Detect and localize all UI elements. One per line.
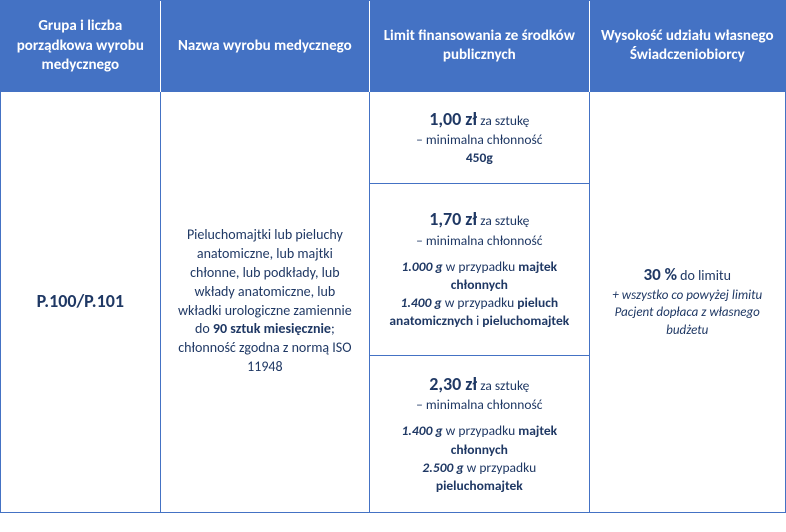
limit-tier-3: 2,30 zł za sztukę – minimalna chłonność … bbox=[370, 356, 588, 512]
header-group: Grupa i liczba porządkowa wyrobu medyczn… bbox=[1, 1, 161, 92]
limit-tier-2: 1,70 zł za sztukę – minimalna chłonność … bbox=[370, 184, 588, 356]
price-2: 1,70 zł bbox=[429, 208, 477, 230]
limit-tier-1: 1,00 zł za sztukę – minimalna chłonność … bbox=[370, 92, 588, 184]
share-note: + wszystko co powyżej limitu Pacjent dop… bbox=[602, 287, 774, 340]
d2-1-rest: w przypadku bbox=[443, 258, 519, 275]
cell-share: 30 % do limitu + wszystko co powyżej lim… bbox=[590, 92, 786, 512]
pricing-table: Grupa i liczba porządkowa wyrobu medyczn… bbox=[0, 0, 786, 513]
d2-2-and: i bbox=[473, 312, 482, 329]
absorb-text-2: – minimalna chłonność bbox=[416, 232, 542, 250]
d3-2-rest: w przypadku bbox=[464, 459, 537, 476]
d2-2-item2: pieluchomajtek bbox=[482, 312, 569, 329]
table-header: Grupa i liczba porządkowa wyrobu medyczn… bbox=[1, 1, 785, 92]
d2-1-bold: 1.000 g bbox=[401, 258, 442, 275]
price-3: 2,30 zł bbox=[429, 373, 477, 395]
cell-product: Pieluchomajtki lub pieluchy anatomiczne,… bbox=[161, 92, 370, 512]
d3-1-rest: w przypadku bbox=[443, 422, 519, 439]
share-rest: do limitu bbox=[677, 267, 731, 284]
table-row: P.100/P.101 Pieluchomajtki lub pieluchy … bbox=[1, 92, 785, 512]
d2-2-bold: 1.400 g bbox=[400, 294, 441, 311]
share-percent: 30 % bbox=[644, 264, 677, 285]
desc-bold: 90 sztuk miesięcznie bbox=[213, 320, 331, 337]
d2-2-rest: w przypadku bbox=[442, 294, 518, 311]
product-description: Pieluchomajtki lub pieluchy anatomiczne,… bbox=[173, 226, 357, 377]
d3-2-item: pieluchomajtek bbox=[436, 477, 523, 494]
per-3: za sztukę bbox=[477, 377, 529, 394]
product-code: P.100/P.101 bbox=[37, 289, 124, 313]
absorb-text-1: – minimalna chłonność bbox=[416, 131, 542, 149]
d3-1-bold: 1.400 g bbox=[401, 422, 442, 439]
absorb-value-1: 450g bbox=[466, 149, 493, 167]
cell-limits: 1,00 zł za sztukę – minimalna chłonność … bbox=[370, 92, 589, 512]
cell-code: P.100/P.101 bbox=[1, 92, 161, 512]
per-2: za sztukę bbox=[477, 212, 529, 229]
price-1: 1,00 zł bbox=[429, 108, 477, 130]
absorb-text-3: – minimalna chłonność bbox=[416, 396, 542, 414]
d3-2-bold: 2.500 g bbox=[422, 459, 463, 476]
per-1: za sztukę bbox=[477, 112, 529, 129]
header-share: Wysokość udziału własnego Świadczeniobio… bbox=[590, 1, 786, 92]
header-product: Nazwa wyrobu medycznego bbox=[161, 1, 370, 92]
header-limit: Limit finansowania ze środków publicznyc… bbox=[370, 1, 589, 92]
